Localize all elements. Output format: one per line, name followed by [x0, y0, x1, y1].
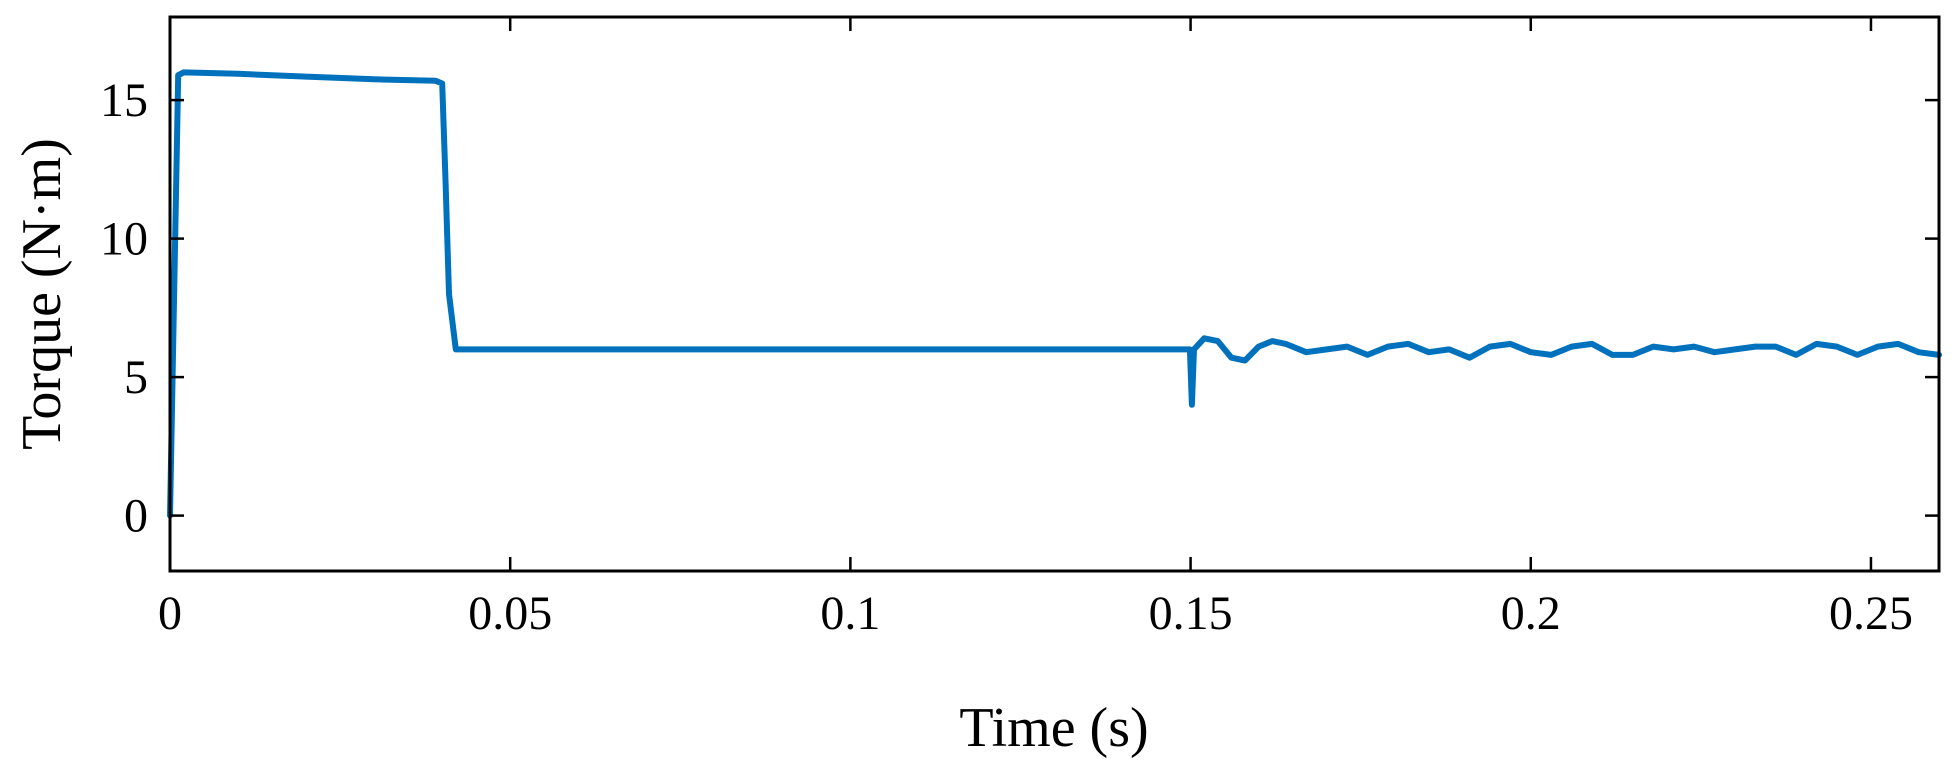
series-layer — [167, 69, 1942, 519]
x-tick-label: 0.05 — [468, 587, 552, 640]
y-axis-label: Torque (N·m) — [11, 138, 73, 450]
y-ticks: 0 5 10 15 — [100, 74, 1939, 543]
x-tick-label: 0.25 — [1829, 587, 1913, 640]
y-tick-label: 5 — [124, 351, 148, 404]
x-ticks: 0 0.05 0.1 0.15 0.2 0.25 — [158, 17, 1913, 640]
plot-area — [170, 17, 1939, 571]
x-tick-label: 0 — [158, 587, 182, 640]
torque-series-line — [167, 69, 1942, 519]
x-tick-label: 0.15 — [1149, 587, 1233, 640]
x-axis-label: Time (s) — [959, 697, 1148, 759]
y-tick-label: 15 — [100, 74, 148, 127]
plot-frame — [168, 15, 1941, 573]
x-tick-label: 0.2 — [1501, 587, 1561, 640]
y-tick-label: 10 — [100, 213, 148, 266]
x-tick-label: 0.1 — [820, 587, 880, 640]
y-tick-label: 0 — [124, 490, 148, 543]
